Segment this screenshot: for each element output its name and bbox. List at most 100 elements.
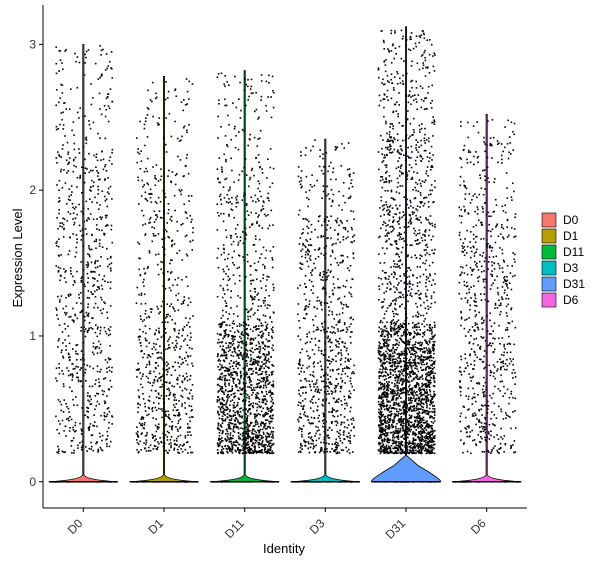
point-D1	[140, 318, 142, 320]
point-D0	[86, 410, 88, 413]
point-D0	[66, 172, 68, 174]
point-D3	[325, 152, 328, 154]
point-D1	[172, 395, 175, 397]
point-D11	[253, 288, 256, 290]
point-D11	[227, 370, 229, 373]
point-D11	[249, 412, 252, 414]
point-D11	[264, 257, 267, 259]
point-D3	[322, 190, 325, 193]
point-D1	[180, 363, 182, 366]
point-D11	[237, 179, 240, 181]
point-zero-D1	[175, 481, 177, 483]
point-D11	[243, 166, 245, 169]
point-D3	[305, 304, 308, 307]
point-D0	[105, 170, 108, 172]
point-D11	[239, 387, 241, 389]
point-D11	[223, 360, 226, 363]
point-D3	[344, 402, 346, 405]
point-D1	[178, 445, 180, 448]
point-D11	[272, 442, 275, 445]
point-zero-D0	[97, 481, 100, 483]
point-D31	[382, 383, 384, 386]
point-D31	[415, 409, 418, 411]
point-D31	[427, 381, 430, 384]
point-D11	[252, 339, 255, 341]
point-D11	[217, 177, 219, 180]
point-D1	[149, 308, 152, 310]
point-D1	[167, 209, 170, 211]
point-D0	[72, 206, 74, 209]
point-D3	[300, 428, 302, 430]
point-D3	[325, 245, 327, 247]
point-D11	[253, 386, 255, 389]
violin-D3	[290, 138, 360, 483]
point-D3	[320, 376, 322, 378]
point-D0	[96, 400, 99, 403]
point-D11	[257, 261, 260, 263]
point-D1	[189, 446, 191, 448]
point-D3	[350, 331, 352, 333]
point-D31	[398, 175, 401, 177]
point-D11	[244, 400, 246, 403]
point-D1	[180, 139, 182, 141]
point-D1	[163, 137, 165, 140]
point-D11	[219, 375, 222, 378]
point-D3	[297, 213, 300, 216]
point-D11	[248, 408, 250, 411]
point-D31	[383, 271, 386, 274]
point-D0	[58, 189, 60, 191]
point-D31	[409, 358, 411, 361]
point-D1	[185, 388, 188, 391]
point-D11	[260, 367, 263, 369]
point-D1	[171, 319, 173, 321]
point-D1	[182, 301, 185, 303]
point-D31	[428, 347, 430, 350]
point-D31	[403, 367, 405, 370]
point-D0	[79, 292, 82, 294]
point-D0	[80, 330, 82, 332]
point-D0	[61, 331, 64, 333]
point-D3	[340, 377, 342, 380]
point-D11	[221, 354, 224, 357]
point-D11	[251, 405, 254, 408]
point-D31	[421, 388, 424, 391]
point-D0	[81, 192, 83, 194]
point-D11	[263, 359, 266, 361]
point-D31	[380, 435, 383, 438]
point-D3	[309, 238, 312, 240]
point-D11	[247, 410, 249, 412]
point-D3	[346, 256, 349, 258]
point-D0	[88, 152, 90, 155]
point-D11	[251, 440, 253, 442]
point-D3	[322, 286, 325, 289]
point-D0	[72, 429, 75, 431]
point-D11	[264, 414, 266, 417]
point-D11	[226, 379, 229, 381]
point-D11	[266, 197, 269, 199]
point-D3	[342, 329, 345, 331]
point-D11	[264, 395, 266, 398]
point-D11	[267, 353, 270, 356]
point-D0	[98, 432, 101, 435]
point-D0	[97, 260, 99, 262]
point-D11	[227, 344, 230, 347]
point-D11	[250, 438, 253, 441]
point-D0	[98, 381, 100, 384]
point-D1	[180, 189, 183, 191]
point-D3	[326, 224, 329, 226]
point-D3	[337, 328, 339, 330]
point-D11	[271, 384, 273, 386]
point-D1	[186, 131, 188, 134]
point-D3	[305, 286, 307, 288]
point-D3	[315, 388, 317, 391]
point-D0	[83, 283, 85, 285]
point-D1	[168, 449, 171, 452]
point-D11	[256, 145, 259, 147]
point-D0	[104, 165, 106, 168]
point-D11	[272, 224, 274, 226]
point-D3	[334, 146, 337, 148]
point-D3	[344, 357, 347, 359]
point-D0	[64, 339, 66, 341]
point-D3	[336, 451, 339, 453]
point-D11	[251, 432, 253, 434]
